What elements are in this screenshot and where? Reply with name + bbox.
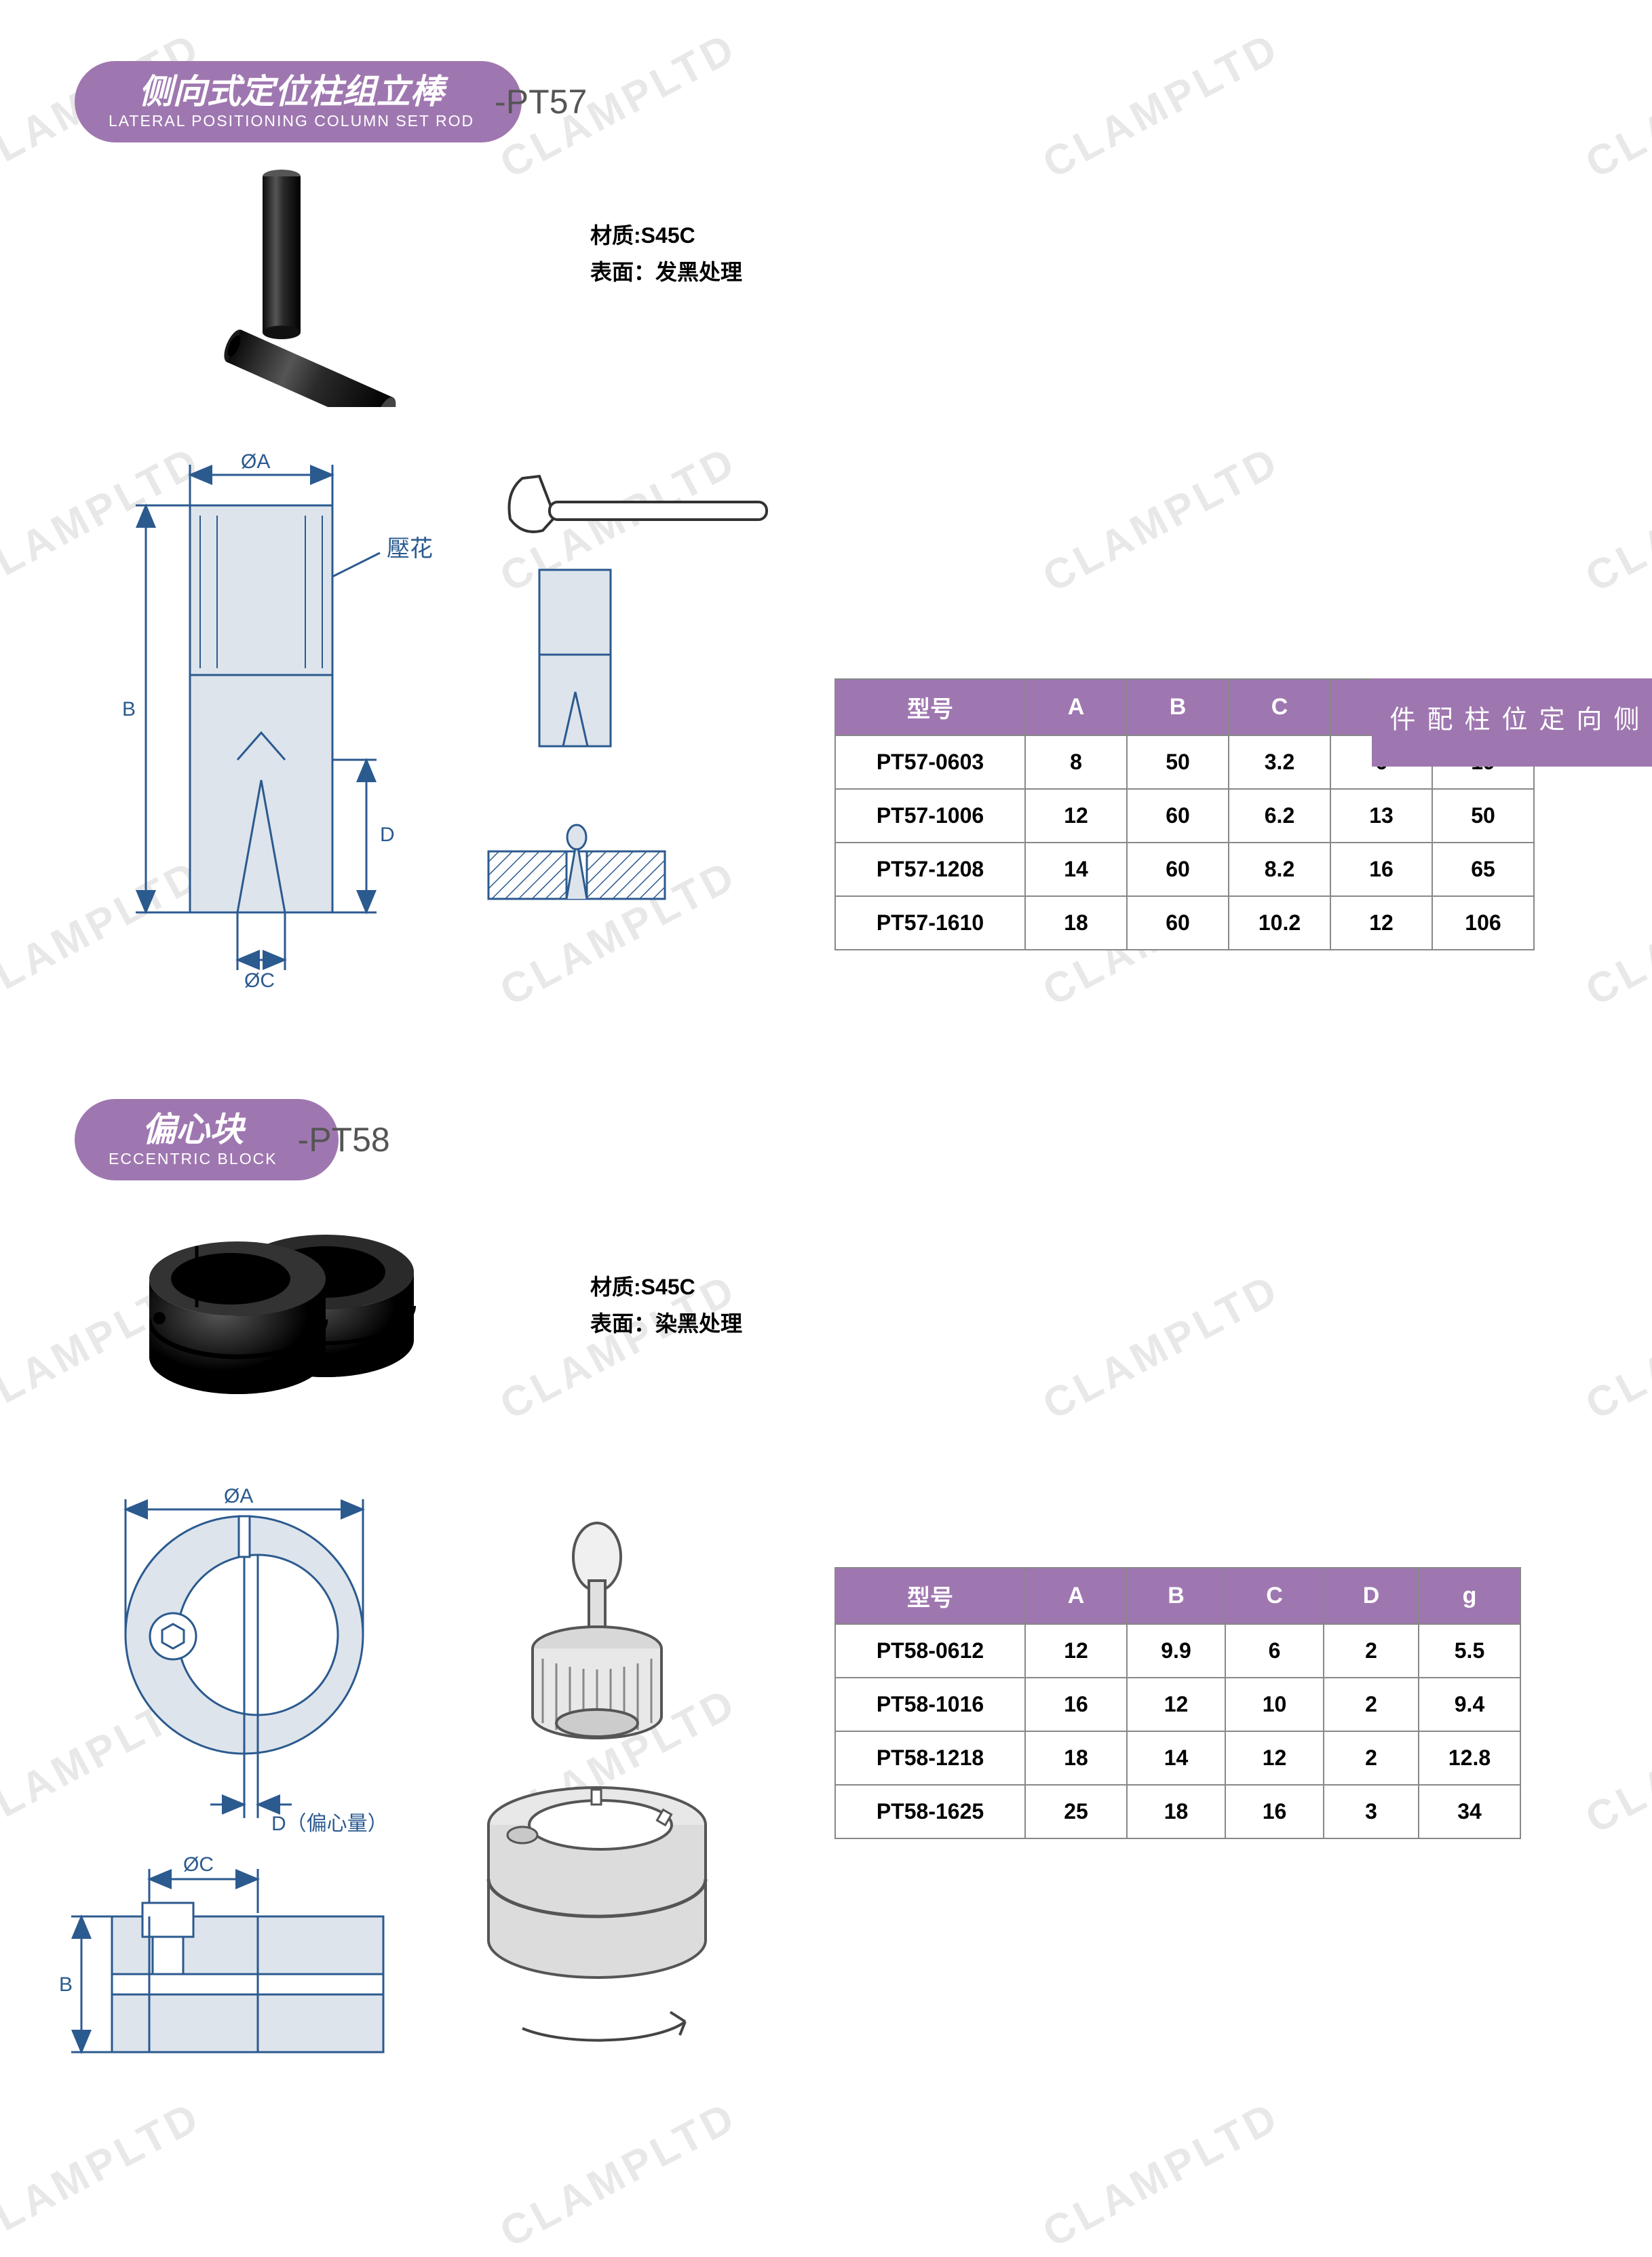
dim-B: B: [122, 698, 136, 720]
spec-material-label: 材质:: [590, 223, 641, 248]
table-header: C: [1229, 679, 1330, 735]
table-cell: 34: [1419, 1785, 1520, 1838]
table-cell: 3.2: [1229, 735, 1330, 789]
table-cell: PT57-1208: [835, 843, 1025, 896]
table-row: PT57-120814608.21665: [835, 843, 1534, 896]
table-cell: 2: [1324, 1731, 1419, 1785]
section2-table: 型号ABCDgPT58-0612129.9625.5PT58-101616121…: [834, 1567, 1521, 1839]
table-row: PT58-0612129.9625.5: [835, 1624, 1520, 1678]
section2-title-en: ECCENTRIC BLOCK: [109, 1150, 277, 1168]
table-cell: 12: [1127, 1678, 1225, 1731]
table-cell: 65: [1432, 843, 1534, 896]
dim-D: D: [380, 824, 395, 846]
table-cell: 12: [1025, 1624, 1127, 1678]
table-cell: PT57-0603: [835, 735, 1025, 789]
table-header: 型号: [835, 679, 1025, 735]
table-cell: 13: [1330, 789, 1432, 843]
table-cell: 18: [1025, 1731, 1127, 1785]
dim2-B: B: [59, 1973, 73, 1996]
dim2-D: D（偏心量）: [271, 1813, 388, 1835]
table-row: PT57-100612606.21350: [835, 789, 1534, 843]
table-cell: 12: [1330, 896, 1432, 950]
table-cell: 18: [1127, 1785, 1225, 1838]
table-header: A: [1025, 679, 1127, 735]
rod-photo-illustration: [197, 156, 414, 407]
table-cell: 50: [1127, 735, 1229, 789]
table-row: PT58-1625251816334: [835, 1785, 1520, 1838]
table-cell: 5.5: [1419, 1624, 1520, 1678]
table-cell: 10: [1225, 1678, 1324, 1731]
table-cell: 6: [1225, 1624, 1324, 1678]
table-cell: 12: [1025, 789, 1127, 843]
table-row: PT58-1218181412212.8: [835, 1731, 1520, 1785]
table-cell: 8: [1025, 735, 1127, 789]
table-cell: 2: [1324, 1624, 1419, 1678]
section1-title-code: -PT57: [495, 82, 587, 121]
section1-specs: 材质:S45C 表面：发黑处理: [590, 217, 742, 291]
table-cell: 8.2: [1229, 843, 1330, 896]
table-cell: PT58-1625: [835, 1785, 1025, 1838]
spec2-surface-value: 染黑处理: [655, 1311, 742, 1336]
emboss-label: 壓花: [387, 536, 433, 562]
table-cell: 16: [1025, 1678, 1127, 1731]
table-cell: 18: [1025, 896, 1127, 950]
table-cell: 3: [1324, 1785, 1419, 1838]
table-cell: PT57-1006: [835, 789, 1025, 843]
table-row: PT58-101616121029.4: [835, 1678, 1520, 1731]
table-cell: 14: [1025, 843, 1127, 896]
section2-title-code: -PT58: [298, 1120, 390, 1159]
section2-title-cn: 偏心块: [142, 1111, 244, 1149]
spec-surface-label: 表面：: [590, 260, 655, 284]
block-photo-illustration: [149, 1208, 461, 1431]
spec2-material-label: 材质:: [590, 1275, 641, 1299]
table-row: PT57-1610186010.212106: [835, 896, 1534, 950]
table-cell: PT57-1610: [835, 896, 1025, 950]
table-header: B: [1127, 1568, 1225, 1624]
table-cell: 14: [1127, 1731, 1225, 1785]
table-cell: 16: [1225, 1785, 1324, 1838]
dim2-phiC: ØC: [183, 1853, 214, 1876]
section2-tech-drawing: ØA D（偏心量） ØC B: [47, 1486, 807, 2137]
table-header: 型号: [835, 1568, 1025, 1624]
table-cell: PT58-0612: [835, 1624, 1025, 1678]
table-cell: 25: [1025, 1785, 1127, 1838]
dim-phiA: ØA: [241, 450, 270, 473]
table-cell: 60: [1127, 896, 1229, 950]
dim2-phiA: ØA: [224, 1486, 253, 1507]
table-header: B: [1127, 679, 1229, 735]
table-cell: PT58-1016: [835, 1678, 1025, 1731]
table-cell: 12.8: [1419, 1731, 1520, 1785]
section1-tech-drawing: ØA ØC B D 壓花: [68, 441, 814, 1004]
table-header: C: [1225, 1568, 1324, 1624]
table-cell: 6.2: [1229, 789, 1330, 843]
table-cell: 16: [1330, 843, 1432, 896]
table-cell: 50: [1432, 789, 1534, 843]
table-cell: 12: [1225, 1731, 1324, 1785]
table-cell: 9.9: [1127, 1624, 1225, 1678]
section2-specs: 材质:S45C 表面：染黑处理: [590, 1269, 742, 1343]
spec2-material-value: S45C: [641, 1275, 695, 1299]
table-header: D: [1324, 1568, 1419, 1624]
section1-title-cn: 侧向式定位柱组立棒: [139, 73, 444, 111]
spec2-surface-label: 表面：: [590, 1311, 655, 1336]
section1-title-badge: 侧向式定位柱组立棒 LATERAL POSITIONING COLUMN SET…: [75, 61, 522, 142]
table-cell: PT58-1218: [835, 1731, 1025, 1785]
table-header: g: [1419, 1568, 1520, 1624]
table-cell: 9.4: [1419, 1678, 1520, 1731]
dim-phiC: ØC: [244, 969, 275, 992]
table-header: A: [1025, 1568, 1127, 1624]
section1-title-en: LATERAL POSITIONING COLUMN SET ROD: [109, 112, 474, 130]
spec-surface-value: 发黑处理: [655, 260, 742, 284]
spec-material-value: S45C: [641, 223, 695, 248]
table-cell: 10.2: [1229, 896, 1330, 950]
side-category-tab: 侧向定位柱配件: [1372, 678, 1652, 767]
table-cell: 60: [1127, 843, 1229, 896]
table-cell: 106: [1432, 896, 1534, 950]
table-cell: 60: [1127, 789, 1229, 843]
table-cell: 2: [1324, 1678, 1419, 1731]
